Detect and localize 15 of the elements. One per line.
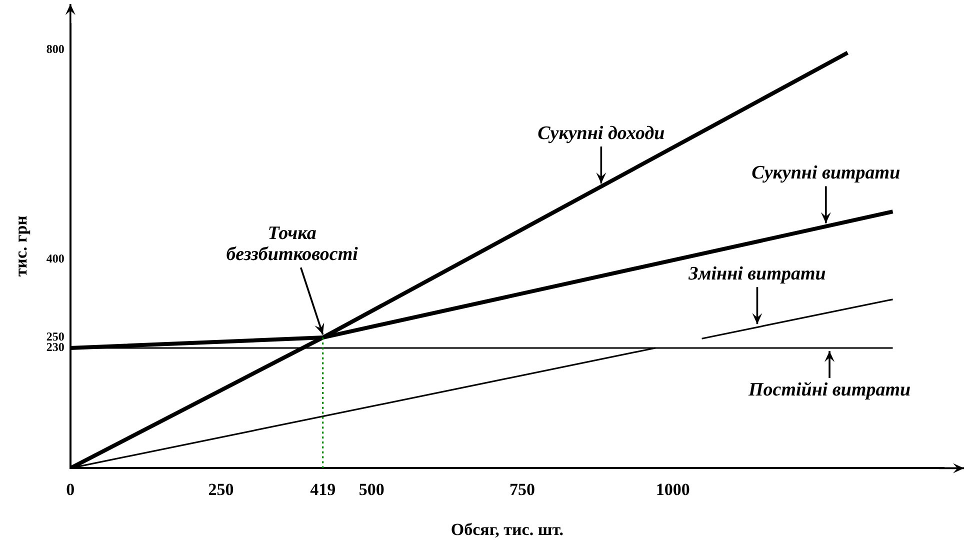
x-tick-label: 1000 xyxy=(656,480,690,499)
annotation: Сукупні витрати xyxy=(752,162,900,184)
x-tick-label: 750 xyxy=(510,480,536,499)
x-tick-label: 0 xyxy=(66,480,75,499)
y-tick-label: 400 xyxy=(46,251,64,266)
y-tick-label: 800 xyxy=(46,42,64,56)
annotation: Сукупні доходи xyxy=(538,122,665,144)
x-tick-label: 250 xyxy=(208,480,234,499)
x-axis-title: Обсяг, тис. шт. xyxy=(450,520,564,540)
annotation: Змінні витрати xyxy=(688,264,826,285)
x-tick-label: 419 xyxy=(310,480,336,499)
y-axis-title: тис. грн xyxy=(12,215,31,277)
x-tick-label: 500 xyxy=(358,480,384,499)
annotation: Точка беззбитковості xyxy=(226,222,359,265)
annotation: Постійні витрати xyxy=(747,379,911,400)
